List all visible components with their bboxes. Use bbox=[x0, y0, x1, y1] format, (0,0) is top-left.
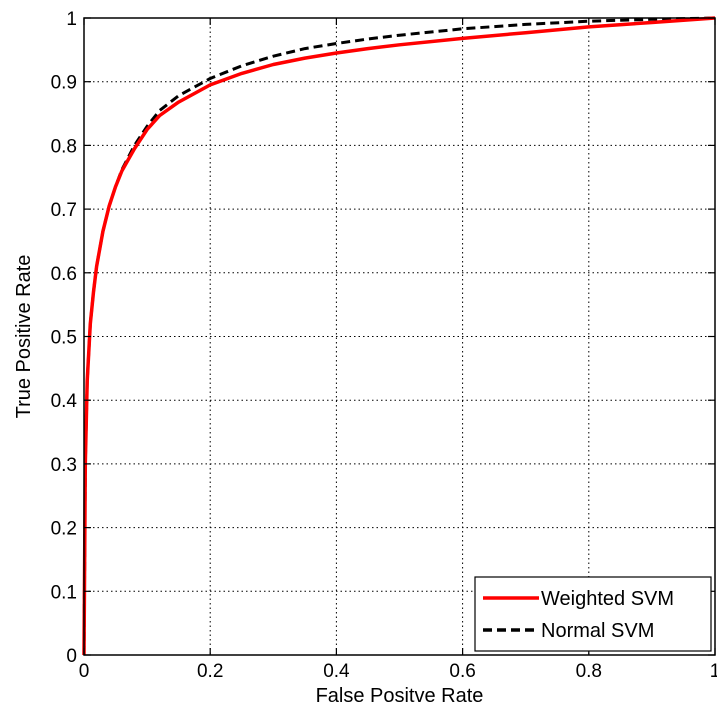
x-tick-label: 0.8 bbox=[576, 661, 602, 682]
series-lines bbox=[82, 16, 716, 656]
y-tick-label: 0 bbox=[66, 646, 77, 667]
x-tick-label: 0.2 bbox=[197, 661, 223, 682]
legend-label: Weighted SVM bbox=[541, 588, 674, 610]
y-tick-label: 0.6 bbox=[51, 264, 77, 285]
grid-lines bbox=[84, 18, 715, 655]
x-tick-label: 0.4 bbox=[323, 661, 350, 682]
series-line-weighted-svm bbox=[82, 16, 716, 656]
y-tick-label: 1 bbox=[66, 9, 77, 30]
y-tick-label: 0.2 bbox=[51, 519, 77, 540]
y-tick-label: 0.5 bbox=[51, 328, 77, 349]
legend: Weighted SVM Normal SVM bbox=[474, 576, 712, 652]
y-tick-label: 0.4 bbox=[51, 391, 78, 412]
x-tick-labels: 0 0.2 0.4 0.6 0.8 1 bbox=[79, 661, 717, 682]
y-tick-label: 0.7 bbox=[51, 200, 77, 221]
legend-box bbox=[474, 576, 712, 652]
x-tick-label: 0 bbox=[79, 661, 90, 682]
y-axis-label: True Positive Rate bbox=[13, 255, 35, 419]
y-tick-label: 0.9 bbox=[51, 73, 77, 94]
y-tick-label: 0.8 bbox=[51, 136, 77, 157]
x-axis-label: False Positve Rate bbox=[316, 685, 484, 707]
y-tick-label: 0.3 bbox=[51, 455, 77, 476]
x-tick-label: 1 bbox=[710, 661, 717, 682]
y-tick-label: 0.1 bbox=[51, 582, 77, 603]
tick-marks bbox=[83, 17, 716, 656]
y-tick-labels: 0 0.1 0.2 0.3 0.4 0.5 0.6 0.7 0.8 0.9 1 bbox=[51, 9, 78, 667]
x-tick-label: 0.6 bbox=[449, 661, 475, 682]
legend-label: Normal SVM bbox=[541, 620, 654, 642]
